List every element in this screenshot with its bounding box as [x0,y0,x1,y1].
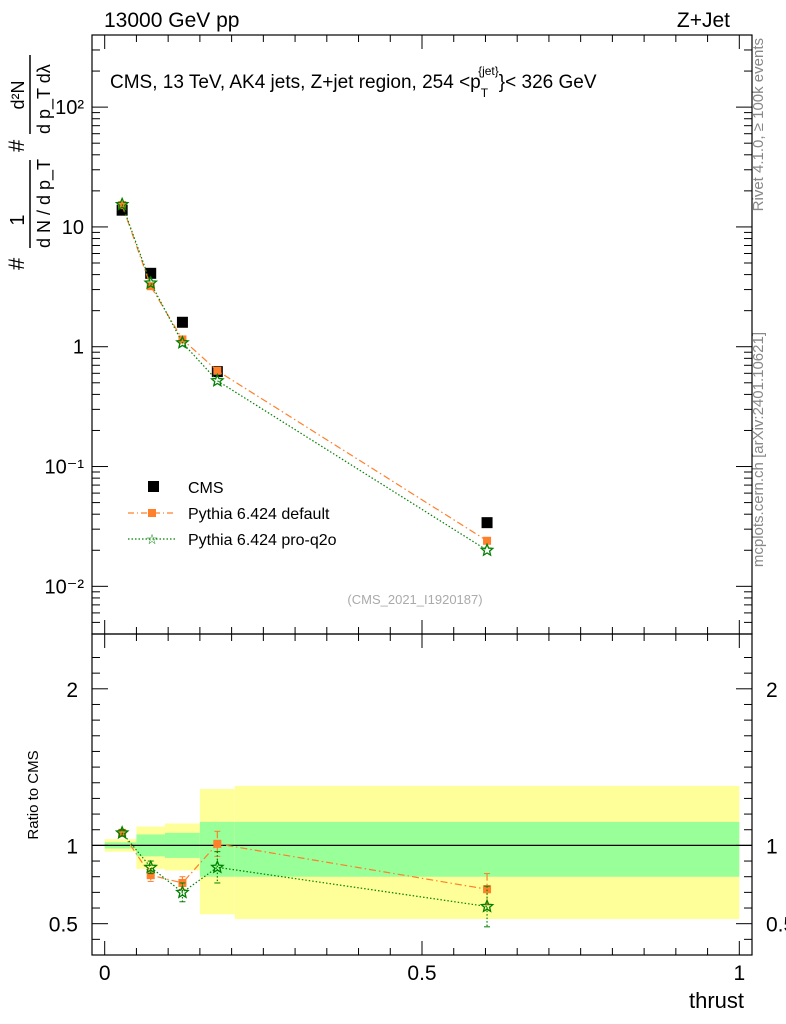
ylabel-hash-1: # [4,257,29,270]
y-tick-label: 10 [62,217,84,239]
legend-label-default: Pythia 6.424 default [188,506,330,523]
data-point-cms [116,204,128,216]
ratio-point-pythia-6-424-pro-q2o [175,884,190,899]
data-point-pythia-6-424-pro-q2o [210,373,225,387]
data-point-pythia-6-424-default [483,536,492,545]
legend-marker-cms [148,481,159,492]
title-sup: {jet} [478,64,499,78]
ratio-panel: 0 0.5 1 0.5 0.5 1 1 2 2 [49,633,786,985]
x-tick-label: 0.5 [407,962,436,985]
x-tick-label: 1 [733,962,745,985]
ratio-y-tick-label-right: 2 [766,679,778,702]
series-line-pythia-6-424-default [121,204,488,542]
data-point-pythia-6-424-pro-q2o [479,542,495,557]
ratio-point-pythia-6-424-pro-q2o [210,859,225,874]
data-point-cms [481,517,493,529]
legend-label-proq2o: Pythia 6.424 pro-q2o [188,532,337,549]
ylabel-den-bottom: d p_T dλ [34,64,55,134]
ratio-point-pythia-6-424-pro-q2o [114,825,130,840]
ratio-point-pythia-6-424-default [213,839,222,848]
legend-label-cms: CMS [188,480,224,497]
ratio-point-pythia-6-424-pro-q2o [479,898,495,913]
legend-marker-default [148,509,156,517]
ylabel-num-top: 1 [7,214,29,225]
title-sub: T [481,86,489,100]
legend: CMS Pythia 6.424 default ☆ Pythia 6.424 … [128,480,337,549]
x-tick-label: 0 [99,962,111,985]
title-suffix: }< 326 GeV [499,72,597,93]
header-right: Z+Jet [677,9,730,32]
ylabel-hash-2: # [4,139,29,152]
watermark: (CMS_2021_I1920187) [347,592,482,607]
data-point-pythia-6-424-pro-q2o [175,335,190,349]
y-tick-label: 10⁻² [45,576,85,598]
y-tick-label: 1 [73,337,84,359]
band-inner [234,821,740,877]
data-point-pythia-6-424-default [178,335,187,344]
ylabel-num-bottom: d N / d p_T [34,159,55,248]
ratio-point-pythia-6-424-pro-q2o [143,859,159,874]
y-tick-label: 10⁻¹ [45,457,85,479]
data-point-pythia-6-424-pro-q2o [143,275,159,290]
ratio-y-tick-label-left: 0.5 [49,914,78,937]
ratio-line-pythia-6-424-pro-q2o [121,832,488,908]
ratio-ylabel: Ratio to CMS [25,750,42,839]
data-point-pythia-6-424-pro-q2o [114,196,130,211]
data-point-cms [145,267,157,279]
main-ylabel: # 1 d N / d p_T # d²N d p_T dλ [4,55,55,270]
legend-marker-proq2o: ☆ [146,531,159,547]
ratio-y-tick-label-right: 0.5 [766,914,786,937]
ylabel-den-top: d²N [8,80,28,109]
y-tick-label: 10² [55,97,84,119]
ratio-point-pythia-6-424-default [146,871,155,880]
ratio-y-tick-label-left: 1 [66,835,78,858]
title-prefix: CMS, 13 TeV, AK4 jets, Z+jet region, 254… [110,72,481,93]
side-label-mcplots: mcplots.cern.ch [arXiv:2401.10621] [750,332,767,567]
data-point-pythia-6-424-default [213,366,222,375]
side-label-rivet: Rivet 4.1.0, ≥ 100k events [750,38,767,211]
chart-title: CMS, 13 TeV, AK4 jets, Z+jet region, 254… [110,64,597,100]
x-axis-label: thrust [689,988,744,1013]
ratio-y-tick-label-right: 1 [766,835,778,858]
header-left: 13000 GeV pp [104,9,239,32]
ratio-point-pythia-6-424-default [483,885,492,894]
series-line-pythia-6-424-pro-q2o [121,204,488,551]
ratio-y-tick-label-left: 2 [66,679,78,702]
data-point-cms [176,316,188,328]
